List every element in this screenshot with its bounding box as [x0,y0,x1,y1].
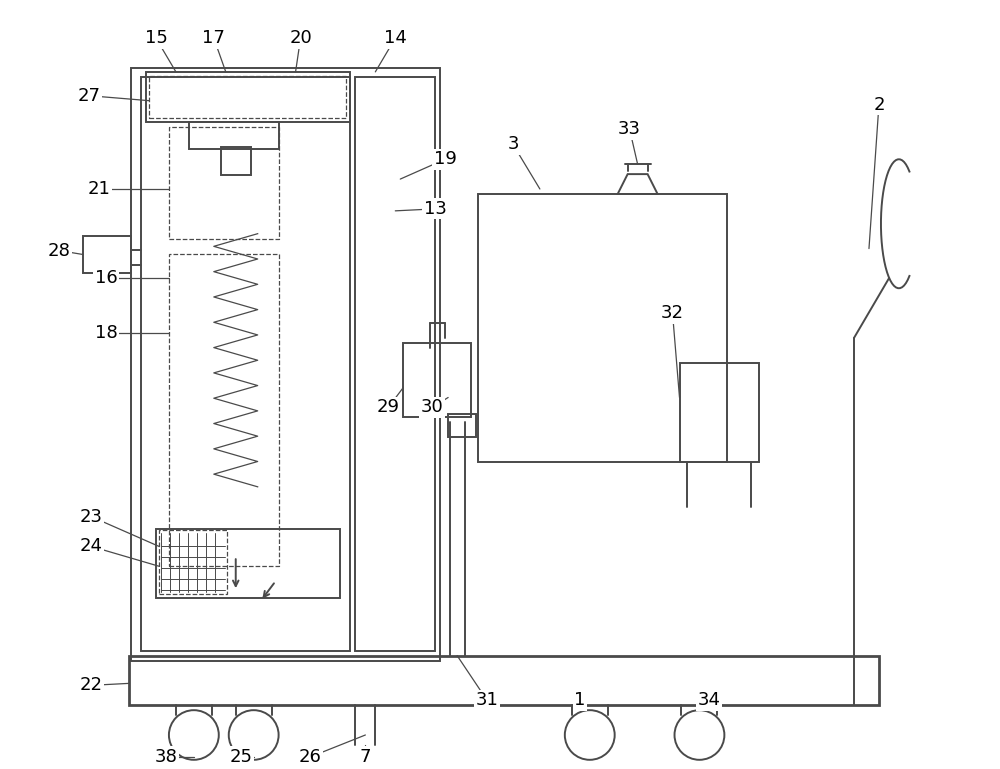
Bar [403,343,471,418]
Bar [141,77,350,651]
Text: 34: 34 [698,691,721,709]
Text: 2: 2 [873,95,885,114]
Bar [189,122,279,149]
Text: 38: 38 [154,747,177,766]
Text: 28: 28 [48,241,71,260]
Bar [131,68,440,661]
Text: 18: 18 [95,324,117,342]
Bar [83,235,131,274]
Text: 17: 17 [202,29,225,47]
Text: 3: 3 [507,135,519,153]
Text: 31: 31 [476,691,498,709]
Text: 27: 27 [78,87,101,105]
Text: 20: 20 [289,29,312,47]
Text: 26: 26 [299,747,322,766]
Bar [129,656,879,705]
Text: 13: 13 [424,200,447,218]
Bar [478,194,727,462]
Text: 16: 16 [95,269,117,288]
Text: 33: 33 [618,121,641,138]
Bar [146,72,350,122]
Bar [156,528,340,598]
Text: 22: 22 [80,677,103,694]
Text: 25: 25 [229,747,252,766]
Text: 7: 7 [360,747,371,766]
Text: 30: 30 [421,398,444,416]
Bar [159,531,227,594]
Text: 29: 29 [377,398,400,416]
Bar [448,414,476,438]
Text: 15: 15 [145,29,167,47]
Bar [149,76,346,118]
Text: 1: 1 [574,691,585,709]
Text: 19: 19 [434,150,457,168]
Bar [221,148,251,175]
Bar [169,128,279,238]
Text: 23: 23 [80,508,103,525]
Text: 21: 21 [88,180,111,198]
Text: 32: 32 [661,304,684,322]
Bar [680,363,759,462]
Bar [355,77,435,651]
Text: 24: 24 [80,538,103,555]
Text: 14: 14 [384,29,407,47]
Bar [169,254,279,566]
